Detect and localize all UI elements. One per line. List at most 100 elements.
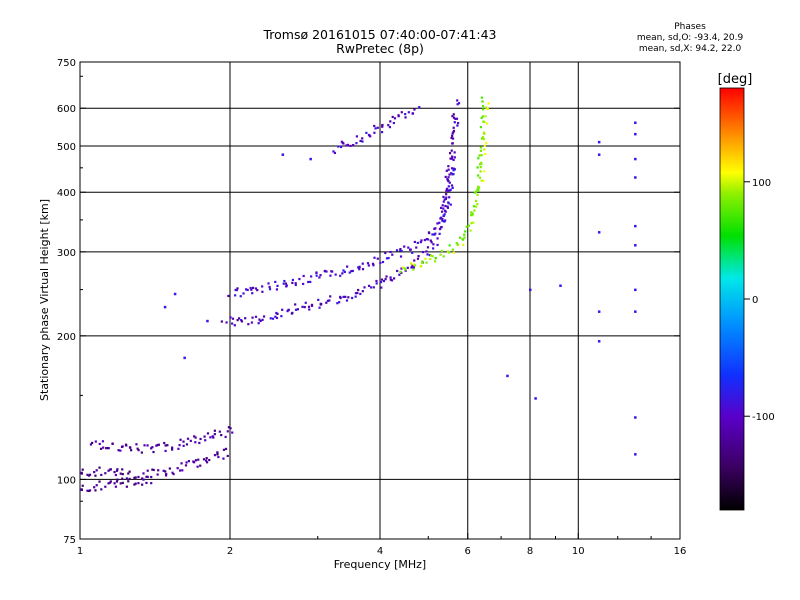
chart-title-line2: RwPretec (8p) xyxy=(336,41,424,56)
data-point xyxy=(444,197,447,201)
data-point xyxy=(389,278,392,281)
data-point xyxy=(109,468,112,471)
data-point xyxy=(452,158,455,162)
data-point xyxy=(444,175,447,179)
y-tick-label: 500 xyxy=(57,142,76,153)
data-point xyxy=(446,206,450,209)
data-point xyxy=(329,274,332,277)
data-point xyxy=(91,441,94,445)
data-point xyxy=(342,269,345,272)
data-point xyxy=(296,308,299,311)
data-point xyxy=(471,213,474,217)
data-point xyxy=(294,283,297,287)
data-point xyxy=(251,292,254,295)
data-point xyxy=(456,124,459,127)
data-point xyxy=(339,295,342,299)
data-point xyxy=(227,294,230,298)
data-point xyxy=(183,356,186,360)
data-point xyxy=(444,204,447,208)
data-point xyxy=(134,476,137,479)
data-point xyxy=(162,469,165,472)
data-point xyxy=(449,188,452,191)
data-point xyxy=(387,124,390,127)
data-point xyxy=(379,261,382,265)
data-point xyxy=(261,290,264,293)
data-point xyxy=(476,188,479,191)
data-point xyxy=(198,441,201,445)
data-point xyxy=(317,298,320,301)
data-point xyxy=(99,447,103,450)
data-point xyxy=(634,244,637,247)
data-point xyxy=(439,206,443,209)
data-point xyxy=(341,272,344,275)
data-point xyxy=(634,121,637,125)
data-point xyxy=(381,125,384,128)
phase-mean-o: mean, sd,O: -93.4, 20.9 xyxy=(636,33,744,43)
data-point xyxy=(86,489,89,492)
data-point xyxy=(274,315,277,318)
data-point xyxy=(456,243,459,246)
data-point xyxy=(421,250,425,254)
data-point xyxy=(400,111,403,114)
y-axis-label: Stationary phase Virtual Height [km] xyxy=(38,199,51,401)
data-point xyxy=(444,210,447,213)
data-point xyxy=(254,315,258,318)
data-point xyxy=(354,295,357,298)
data-point xyxy=(203,435,206,438)
data-point xyxy=(471,212,474,215)
data-point xyxy=(220,433,223,437)
data-point xyxy=(171,448,174,451)
data-point xyxy=(339,274,342,277)
data-point xyxy=(447,176,450,179)
data-point xyxy=(213,454,217,457)
data-point xyxy=(534,397,537,400)
data-point xyxy=(481,136,485,139)
data-point xyxy=(367,264,370,267)
data-point xyxy=(399,249,402,252)
data-point xyxy=(310,275,313,278)
data-point xyxy=(400,249,403,253)
data-point xyxy=(470,211,473,214)
data-point xyxy=(411,264,414,267)
data-point xyxy=(309,157,312,161)
data-point xyxy=(597,310,601,313)
data-point xyxy=(194,436,197,439)
data-point xyxy=(436,222,439,225)
data-point xyxy=(240,320,244,323)
data-point xyxy=(173,292,177,296)
data-point xyxy=(206,319,209,323)
data-point xyxy=(87,474,91,477)
data-point xyxy=(442,207,445,210)
data-point xyxy=(329,295,332,298)
data-point xyxy=(474,199,478,203)
data-point xyxy=(367,284,371,287)
data-point xyxy=(142,478,145,481)
data-point xyxy=(443,198,446,201)
data-point xyxy=(399,247,402,251)
data-point xyxy=(429,239,432,242)
data-point xyxy=(209,436,212,439)
data-point xyxy=(420,264,423,268)
data-point xyxy=(445,188,449,191)
data-point xyxy=(204,459,208,462)
data-point xyxy=(242,292,245,295)
data-point xyxy=(105,447,108,450)
data-point xyxy=(275,316,279,320)
data-point xyxy=(246,288,249,292)
data-point xyxy=(271,317,275,320)
data-point xyxy=(343,270,346,274)
data-point xyxy=(235,289,238,292)
data-point xyxy=(346,265,349,268)
data-point xyxy=(269,317,272,320)
data-point xyxy=(426,253,429,256)
colorbar xyxy=(719,87,745,511)
data-point xyxy=(426,238,430,241)
data-point xyxy=(361,268,365,271)
data-point xyxy=(337,145,340,148)
data-point xyxy=(480,137,484,140)
data-point xyxy=(117,449,120,452)
data-point xyxy=(294,303,297,306)
data-point xyxy=(100,473,103,477)
data-point xyxy=(356,291,359,295)
data-point xyxy=(119,482,122,485)
